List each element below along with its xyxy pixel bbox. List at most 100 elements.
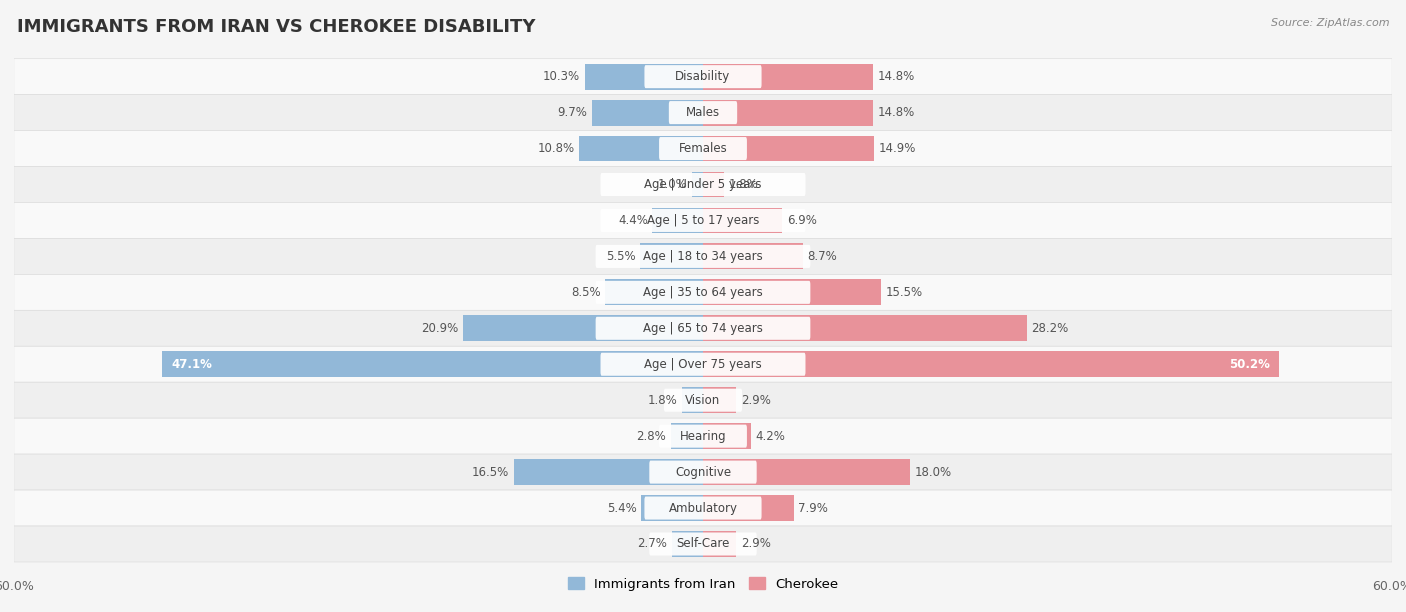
FancyBboxPatch shape — [14, 166, 1392, 203]
Text: Self-Care: Self-Care — [676, 537, 730, 551]
Bar — [703, 424, 751, 449]
FancyBboxPatch shape — [14, 382, 1392, 418]
FancyBboxPatch shape — [14, 310, 1392, 346]
Bar — [703, 100, 873, 125]
Bar — [579, 136, 703, 162]
Bar — [162, 351, 703, 377]
Bar — [703, 207, 782, 233]
Text: 14.9%: 14.9% — [879, 142, 917, 155]
Bar — [672, 531, 703, 557]
Text: 2.7%: 2.7% — [637, 537, 668, 551]
Text: Age | 18 to 34 years: Age | 18 to 34 years — [643, 250, 763, 263]
Bar — [703, 495, 794, 521]
Bar — [703, 351, 1279, 377]
FancyBboxPatch shape — [669, 101, 737, 124]
Text: 50.2%: 50.2% — [1229, 358, 1270, 371]
Bar — [703, 280, 882, 305]
Text: 1.0%: 1.0% — [657, 178, 688, 191]
Text: Age | 5 to 17 years: Age | 5 to 17 years — [647, 214, 759, 227]
Text: 8.7%: 8.7% — [807, 250, 837, 263]
Text: 4.2%: 4.2% — [756, 430, 786, 442]
Text: 5.5%: 5.5% — [606, 250, 636, 263]
FancyBboxPatch shape — [596, 317, 810, 340]
FancyBboxPatch shape — [596, 281, 810, 304]
Bar — [703, 387, 737, 413]
FancyBboxPatch shape — [644, 496, 762, 520]
FancyBboxPatch shape — [600, 173, 806, 196]
Text: 6.9%: 6.9% — [787, 214, 817, 227]
FancyBboxPatch shape — [14, 274, 1392, 310]
FancyBboxPatch shape — [14, 418, 1392, 454]
Text: 47.1%: 47.1% — [172, 358, 212, 371]
Text: 7.9%: 7.9% — [799, 502, 828, 515]
Text: Age | Under 5 years: Age | Under 5 years — [644, 178, 762, 191]
FancyBboxPatch shape — [14, 490, 1392, 526]
Text: 18.0%: 18.0% — [914, 466, 952, 479]
Text: 8.5%: 8.5% — [571, 286, 600, 299]
Text: 9.7%: 9.7% — [557, 106, 588, 119]
Bar — [682, 387, 703, 413]
FancyBboxPatch shape — [14, 95, 1392, 130]
FancyBboxPatch shape — [14, 454, 1392, 490]
Bar — [652, 207, 703, 233]
Bar — [671, 424, 703, 449]
FancyBboxPatch shape — [659, 137, 747, 160]
Text: 15.5%: 15.5% — [886, 286, 922, 299]
Text: 10.3%: 10.3% — [543, 70, 581, 83]
Bar — [703, 171, 724, 198]
FancyBboxPatch shape — [600, 353, 806, 376]
Bar — [703, 136, 875, 162]
Bar — [513, 459, 703, 485]
FancyBboxPatch shape — [664, 389, 742, 412]
Bar — [692, 171, 703, 198]
Text: Source: ZipAtlas.com: Source: ZipAtlas.com — [1271, 18, 1389, 28]
Text: 2.9%: 2.9% — [741, 537, 770, 551]
Bar — [703, 315, 1026, 341]
Text: 28.2%: 28.2% — [1032, 322, 1069, 335]
FancyBboxPatch shape — [14, 59, 1392, 95]
Text: Age | 65 to 74 years: Age | 65 to 74 years — [643, 322, 763, 335]
FancyBboxPatch shape — [644, 65, 762, 88]
Text: 4.4%: 4.4% — [619, 214, 648, 227]
FancyBboxPatch shape — [600, 209, 806, 232]
FancyBboxPatch shape — [14, 203, 1392, 239]
Bar — [703, 531, 737, 557]
Bar — [703, 459, 910, 485]
Bar — [585, 64, 703, 89]
Bar — [640, 244, 703, 269]
FancyBboxPatch shape — [14, 130, 1392, 166]
Text: 2.9%: 2.9% — [741, 394, 770, 407]
Bar — [592, 100, 703, 125]
Text: 14.8%: 14.8% — [877, 106, 915, 119]
Text: 20.9%: 20.9% — [422, 322, 458, 335]
FancyBboxPatch shape — [650, 532, 756, 556]
Bar — [703, 244, 803, 269]
Text: Cognitive: Cognitive — [675, 466, 731, 479]
Text: Ambulatory: Ambulatory — [668, 502, 738, 515]
Text: Disability: Disability — [675, 70, 731, 83]
Text: 1.8%: 1.8% — [728, 178, 758, 191]
Text: Vision: Vision — [685, 394, 721, 407]
Text: IMMIGRANTS FROM IRAN VS CHEROKEE DISABILITY: IMMIGRANTS FROM IRAN VS CHEROKEE DISABIL… — [17, 18, 536, 36]
Text: Age | Over 75 years: Age | Over 75 years — [644, 358, 762, 371]
Text: 1.8%: 1.8% — [648, 394, 678, 407]
Bar — [606, 280, 703, 305]
FancyBboxPatch shape — [596, 245, 810, 268]
FancyBboxPatch shape — [659, 425, 747, 447]
Text: Males: Males — [686, 106, 720, 119]
FancyBboxPatch shape — [650, 461, 756, 483]
FancyBboxPatch shape — [14, 346, 1392, 382]
Text: 16.5%: 16.5% — [471, 466, 509, 479]
Bar — [703, 64, 873, 89]
Text: Females: Females — [679, 142, 727, 155]
Text: 10.8%: 10.8% — [537, 142, 575, 155]
FancyBboxPatch shape — [14, 526, 1392, 562]
Legend: Immigrants from Iran, Cherokee: Immigrants from Iran, Cherokee — [562, 572, 844, 596]
Text: Age | 35 to 64 years: Age | 35 to 64 years — [643, 286, 763, 299]
Text: 5.4%: 5.4% — [606, 502, 637, 515]
Bar — [463, 315, 703, 341]
Text: 2.8%: 2.8% — [637, 430, 666, 442]
Text: Hearing: Hearing — [679, 430, 727, 442]
FancyBboxPatch shape — [14, 239, 1392, 274]
Text: 14.8%: 14.8% — [877, 70, 915, 83]
